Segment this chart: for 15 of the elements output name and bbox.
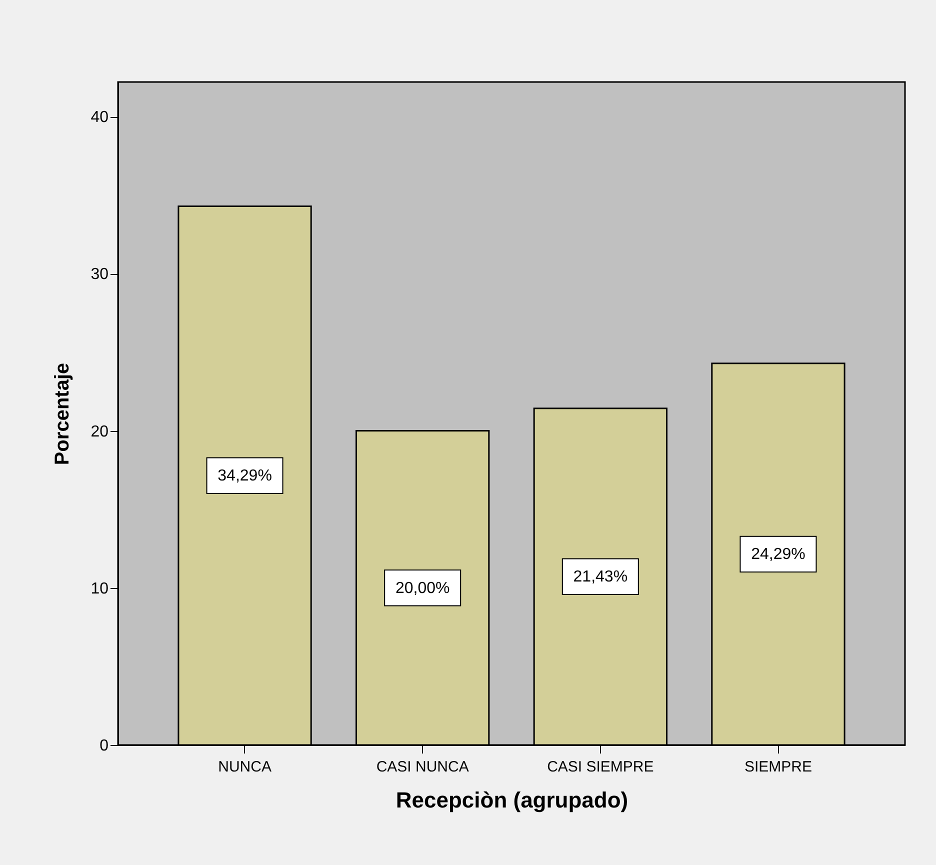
x-tick-label: SIEMPRE (744, 758, 812, 776)
data-label: 24,29% (751, 546, 806, 564)
y-tick-label: 40 (90, 109, 109, 126)
x-tick-label: CASI NUNCA (376, 758, 469, 776)
y-tick-label: 20 (90, 423, 109, 440)
x-tick-label: CASI SIEMPRE (547, 758, 654, 776)
data-label: 34,29% (218, 468, 272, 485)
y-tick-label: 0 (100, 738, 109, 754)
y-axis-title: Porcentaje (52, 362, 74, 466)
x-axis-title: Recepciòn (agrupado) (396, 788, 628, 812)
data-label: 21,43% (573, 568, 628, 586)
data-label: 20,00% (395, 580, 450, 597)
y-tick-label: 30 (90, 266, 109, 284)
x-tick-label: NUNCA (218, 758, 272, 776)
y-tick-label: 10 (90, 580, 109, 598)
